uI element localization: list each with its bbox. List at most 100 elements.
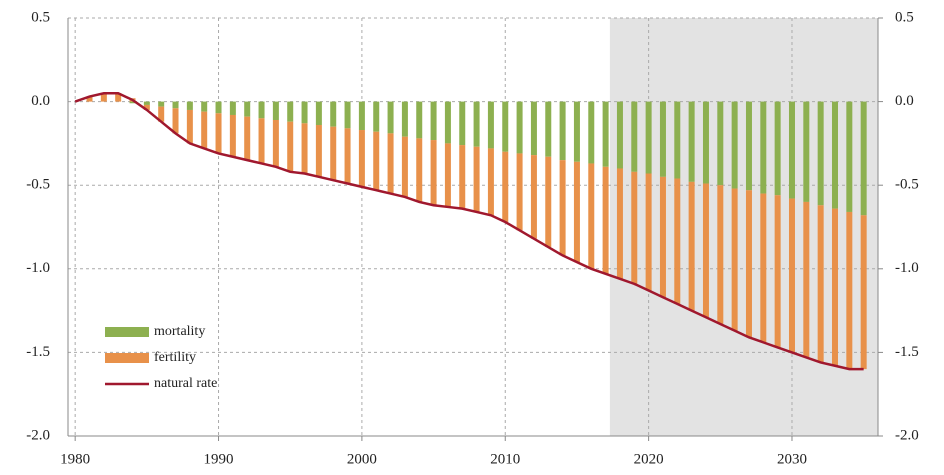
legend-label: natural rate (154, 376, 217, 391)
bar (301, 101, 308, 124)
bar (272, 119, 279, 167)
bar (731, 101, 738, 189)
bar (115, 93, 122, 102)
bar (645, 173, 652, 291)
bar (659, 101, 666, 177)
bar (760, 101, 767, 194)
bar (287, 121, 294, 172)
x-tick-label: 1990 (204, 451, 234, 467)
bar (702, 101, 709, 184)
bar (674, 178, 681, 304)
bar (186, 101, 193, 110)
bar (215, 113, 222, 154)
bar (330, 101, 337, 127)
bar (143, 104, 150, 110)
y2-tick-label: 0.5 (895, 9, 914, 25)
bar (745, 190, 752, 338)
bar (416, 138, 423, 202)
y-tick-label: -1.0 (26, 260, 50, 276)
bar (215, 101, 222, 114)
bar (444, 101, 451, 144)
legend-swatch (105, 353, 149, 363)
bar (387, 101, 394, 134)
bar (473, 101, 480, 147)
bar (301, 123, 308, 174)
bar (674, 101, 681, 179)
y2-tick-label: 0.0 (895, 93, 914, 109)
bar (487, 101, 494, 149)
bar (831, 101, 838, 209)
bar (788, 101, 795, 199)
bar (358, 130, 365, 187)
bar (559, 101, 566, 161)
bar (444, 143, 451, 207)
bar (545, 156, 552, 248)
y-tick-label: 0.0 (31, 93, 50, 109)
legend-label: mortality (154, 324, 205, 339)
bar (416, 101, 423, 139)
legend-swatch (105, 327, 149, 337)
bar (487, 148, 494, 216)
bar (831, 208, 838, 366)
bar (702, 183, 709, 318)
bar (258, 101, 265, 119)
bar (158, 106, 165, 122)
bar (860, 101, 867, 216)
bar (559, 160, 566, 256)
bar (201, 101, 208, 112)
bar (616, 168, 623, 279)
bar (659, 176, 666, 298)
bar (774, 101, 781, 196)
bar (401, 101, 408, 137)
bar (516, 153, 523, 231)
bar (588, 101, 595, 164)
bar (186, 109, 193, 144)
bar (602, 101, 609, 167)
bar (258, 118, 265, 164)
bar (745, 101, 752, 191)
bar (430, 140, 437, 206)
y2-tick-label: -0.5 (895, 177, 919, 193)
bar (616, 101, 623, 169)
bar (545, 101, 552, 157)
bar (100, 93, 107, 102)
bar (287, 101, 294, 122)
bar (731, 188, 738, 331)
y-tick-label: -2.0 (26, 427, 50, 443)
bar (315, 101, 322, 126)
x-tick-label: 1980 (60, 451, 90, 467)
bar (172, 108, 179, 134)
bar (459, 145, 466, 209)
bar (530, 155, 537, 239)
bar (373, 131, 380, 191)
bar (803, 201, 810, 358)
bar (244, 101, 251, 117)
bar (602, 166, 609, 274)
legend-label: fertility (154, 350, 196, 365)
bar (717, 101, 724, 186)
bar (330, 126, 337, 181)
bar (588, 163, 595, 269)
y2-tick-label: -1.0 (895, 260, 919, 276)
bar (846, 101, 853, 212)
bar (645, 101, 652, 174)
x-tick-label: 2000 (347, 451, 377, 467)
bar (244, 116, 251, 161)
bar (201, 111, 208, 149)
bar (272, 101, 279, 120)
bar (373, 101, 380, 132)
bar (129, 101, 136, 104)
x-tick-label: 2020 (634, 451, 664, 467)
bar (358, 101, 365, 131)
bar (803, 101, 810, 202)
bar (502, 101, 509, 152)
x-tick-label: 2030 (777, 451, 807, 467)
bar (502, 151, 509, 222)
y-tick-label: -0.5 (26, 177, 50, 193)
y-tick-label: -1.5 (26, 344, 50, 360)
y-tick-label: 0.5 (31, 9, 50, 25)
bar (315, 125, 322, 177)
bar (631, 101, 638, 172)
bar (846, 211, 853, 370)
bar (817, 101, 824, 206)
